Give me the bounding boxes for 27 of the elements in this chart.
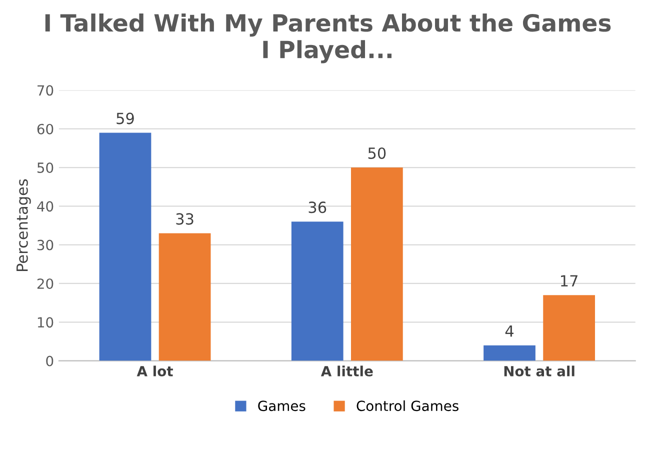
data-label: 33 [176,213,194,225]
y-tick-label: 10 [38,317,54,328]
x-tick-label: A little [320,366,373,376]
bar [484,345,536,361]
y-tick-label: 20 [37,278,54,289]
x-tick-label: Not at all [504,366,574,376]
legend-label: Games [258,400,306,412]
bar [291,222,344,361]
y-tick-label: 60 [37,124,54,134]
x-tick-label: A lot [136,366,173,376]
data-label: 50 [368,147,386,159]
bar [350,168,403,361]
data-label: 17 [561,275,578,286]
y-tick-label: 30 [37,240,54,250]
y-axis-title: Percentages [16,179,31,271]
data-label: 59 [116,112,134,124]
chart-title: I Talked With My Parents About the Games I Played... [45,14,611,64]
y-tick-label: 50 [37,162,54,173]
data-label: 36 [308,202,326,214]
y-tick-label: 70 [38,85,54,96]
bar [158,233,211,361]
bar [99,132,152,361]
bar [543,295,595,361]
data-label: 4 [505,325,514,337]
y-tick-label: 0 [46,356,54,366]
legend-label: Control Games [356,400,458,412]
y-tick-label: 40 [37,201,54,212]
